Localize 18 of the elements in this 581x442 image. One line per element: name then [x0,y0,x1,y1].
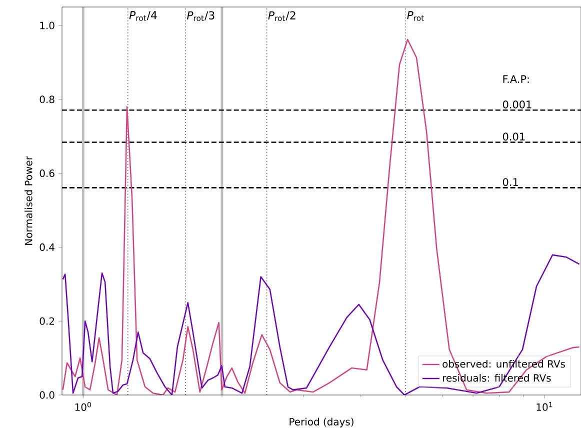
x-tick-label: 10$^{0}$ [75,402,91,411]
annotation: F.A.P: [503,75,529,83]
annotation: 0.001 [502,100,532,108]
y-tick-label: 0.0 [40,391,54,399]
annotation: 0.1 [502,178,518,186]
ref-line-label: P$_{rot}$/2 [268,11,296,22]
y-tick-label: 0.4 [40,243,54,251]
y-tick-label: 0.2 [40,317,54,325]
ref-line-label: P$_{rot}$ [407,11,424,21]
ref-line-label: P$_{rot}$/3 [186,11,214,22]
y-tick-label: 1.0 [40,22,54,30]
y-tick-label: 0.6 [40,170,54,178]
y-tick-label: 0.8 [40,96,54,104]
y-axis-title: Normalised Power [24,156,32,245]
x-tick-label: 10$^{1}$ [536,402,552,411]
ref-line-label: P$_{rot}$/4 [129,11,157,21]
annotation: 0.01 [502,132,525,141]
x-axis-title: Period (days) [290,418,354,428]
